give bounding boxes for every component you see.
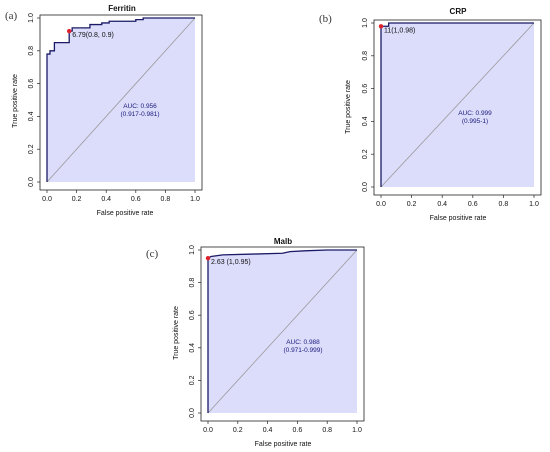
auc-value-label: AUC: 0.999 <box>458 110 492 117</box>
auc-ci-label: (0.971-0.999) <box>283 347 322 354</box>
panel-letter: (b) <box>319 13 332 25</box>
diagonal-reference-line <box>46 17 196 183</box>
panel-letter: (c) <box>146 248 159 260</box>
x-tick-label: 0.6 <box>468 201 478 208</box>
x-tick-label: 0.2 <box>72 196 82 203</box>
threshold-point-label: 2.63 (1,0.95) <box>211 259 251 266</box>
threshold-point <box>378 24 384 29</box>
x-tick-label: 0.0 <box>376 201 386 208</box>
y-tick-label: 0.0 <box>28 177 35 187</box>
diagonal-reference-line <box>207 249 358 414</box>
plot-frame <box>200 246 365 422</box>
plot-frame <box>373 19 542 196</box>
y-tick-label: 0.2 <box>189 375 196 385</box>
x-tick-label: 1.0 <box>352 427 362 434</box>
threshold-point <box>67 28 72 34</box>
y-tick-label: 1.0 <box>189 245 196 255</box>
x-tick-label: 0.8 <box>499 201 509 208</box>
panel-letter: (a) <box>5 10 18 22</box>
auc-ci-label: (0.995-1) <box>462 118 488 125</box>
x-tick-label: 0.8 <box>322 427 332 434</box>
chart-title: CRP <box>450 7 468 16</box>
x-tick-label: 1.0 <box>529 201 539 208</box>
roc-curve-line <box>46 17 195 182</box>
y-tick-label: 0.2 <box>28 144 35 154</box>
y-tick-label: 1.0 <box>28 13 35 23</box>
x-axis-label: False positive rate <box>255 441 312 448</box>
y-tick-label: 0.0 <box>189 408 196 418</box>
x-axis-label: False positive rate <box>430 215 487 222</box>
y-tick-label: 0.6 <box>362 84 369 94</box>
threshold-point-label: 11(1,0.98) <box>384 27 415 34</box>
threshold-point-label: 6.79(0.8, 0.9) <box>72 32 114 39</box>
x-tick-label: 0.4 <box>437 201 447 208</box>
y-tick-label: 0.4 <box>362 116 369 126</box>
roc-panel-2: (b) CRP 0.0 0.2 0.4 0.6 0.8 1.0 0.0 0.2 0.4 0.6 0.8 1… <box>319 7 542 222</box>
x-tick-label: 0.4 <box>263 427 273 434</box>
x-tick-label: 0.2 <box>233 427 243 434</box>
x-tick-label: 1.0 <box>190 196 200 203</box>
diagonal-reference-line <box>380 22 535 188</box>
auc-ci-label: (0.917-0.981) <box>120 111 159 118</box>
x-tick-label: 0.6 <box>131 196 141 203</box>
plot-frame <box>39 14 203 191</box>
y-tick-label: 0.8 <box>362 51 369 61</box>
y-axis-label: True positive rate <box>12 74 19 128</box>
chart-title: Ferritin <box>108 4 136 13</box>
y-tick-label: 0.4 <box>28 111 35 121</box>
x-tick-label: 0.0 <box>203 427 213 434</box>
x-tick-label: 0.2 <box>407 201 417 208</box>
auc-value-label: AUC: 0.956 <box>123 103 157 110</box>
x-tick-label: 0.4 <box>101 196 111 203</box>
x-tick-label: 0.6 <box>293 427 303 434</box>
x-axis-label: False positive rate <box>97 210 154 217</box>
x-tick-label: 0.0 <box>42 196 52 203</box>
threshold-point <box>205 255 211 261</box>
auc-value-label: AUC: 0.988 <box>286 339 320 346</box>
y-tick-label: 0.8 <box>189 278 196 288</box>
y-tick-label: 0.4 <box>189 343 196 353</box>
x-tick-label: 0.8 <box>161 196 171 203</box>
y-tick-label: 0.8 <box>28 46 35 56</box>
y-axis-label: True positive rate <box>345 80 352 134</box>
y-tick-label: 0.6 <box>28 79 35 89</box>
chart-title: Malb <box>274 237 292 246</box>
roc-panel-1: (a) Ferritin 0.0 0.2 0.4 0.6 0.8 1.0 0.0 0.2 0.4 0.… <box>5 4 203 217</box>
roc-curve-line <box>380 22 534 187</box>
y-tick-label: 0.0 <box>362 182 369 192</box>
y-axis-label: True positive rate <box>173 306 180 360</box>
y-tick-label: 1.0 <box>362 18 369 28</box>
roc-panel-3: (c) Malb 0.0 0.2 0.4 0.6 0.8 1.0 0.0 0.2 0.4 0.6 0.8… <box>146 237 365 448</box>
y-tick-label: 0.2 <box>362 149 369 159</box>
y-tick-label: 0.6 <box>189 310 196 320</box>
